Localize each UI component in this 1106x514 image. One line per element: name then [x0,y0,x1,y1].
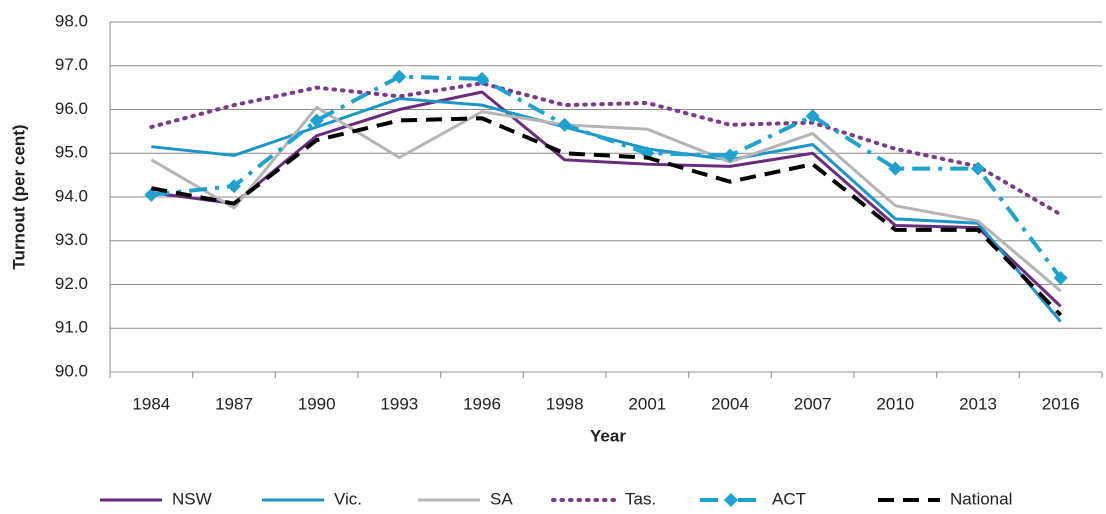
series-line [149,81,1063,217]
legend-label: Tas. [625,489,656,508]
y-tick-label: 92.0 [55,274,88,293]
series-marker [888,161,903,176]
x-tick-label: 2001 [628,394,666,413]
x-tick-label: 1987 [215,394,253,413]
series-marker [723,148,737,163]
series-marker [1053,270,1068,285]
y-tick-label: 96.0 [55,99,88,118]
series-marker [475,71,489,86]
y-axis-title: Turnout (per cent) [9,124,28,269]
y-tick-label: 98.0 [55,11,88,30]
series-marker [227,179,241,194]
x-tick-label: 1990 [298,394,336,413]
series-line [151,74,1063,280]
x-tick-label: 1996 [463,394,501,413]
x-tick-label: 2007 [794,394,832,413]
series-line [150,116,1063,317]
x-tick-label: 1984 [132,394,170,413]
y-tick-label: 90.0 [55,361,88,380]
y-tick-label: 97.0 [55,55,88,74]
series-marker [971,161,985,176]
legend-marker [724,493,738,507]
series-line [150,105,1062,293]
series-line [151,90,1062,308]
series-marker [805,109,820,124]
x-tick-label: 2016 [1042,394,1080,413]
series-marker [557,117,572,132]
x-tick-label: 2013 [959,394,997,413]
legend-label: ACT [772,489,806,508]
legend-label: SA [490,489,513,508]
series-marker [144,187,159,202]
legend-label: Vic. [334,489,362,508]
x-axis-title: Year [590,426,626,445]
legend-label: National [950,489,1012,508]
x-tick-label: 2010 [876,394,914,413]
y-tick-label: 91.0 [55,318,88,337]
series-marker [392,69,407,84]
y-tick-label: 93.0 [55,230,88,249]
y-tick-label: 94.0 [55,186,88,205]
legend-label: NSW [172,489,212,508]
x-tick-label: 1993 [380,394,418,413]
y-tick-label: 95.0 [55,143,88,162]
x-tick-label: 2004 [711,394,749,413]
x-tick-label: 1998 [546,394,584,413]
series-marker [309,113,324,128]
